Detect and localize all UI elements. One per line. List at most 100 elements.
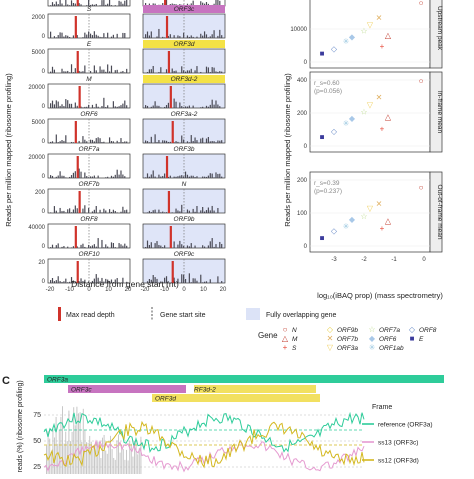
legend-label: E bbox=[419, 336, 424, 343]
read-bar bbox=[160, 245, 162, 248]
read-bar bbox=[124, 0, 126, 7]
read-bar bbox=[88, 244, 90, 248]
read-bar bbox=[61, 281, 63, 283]
frame-legend-title: Frame bbox=[372, 404, 392, 411]
read-bar bbox=[221, 71, 223, 73]
series-reference bbox=[43, 411, 365, 454]
read-bar bbox=[203, 176, 206, 178]
read-bar bbox=[97, 106, 99, 108]
coverage-bar bbox=[57, 443, 59, 474]
facet-frame bbox=[309, 71, 431, 153]
read-bar bbox=[124, 176, 126, 178]
frame-legend: Frame reference (ORF3a) ss13 (ORF3c) ss12 (… bbox=[362, 404, 433, 465]
read-bar bbox=[200, 107, 202, 108]
gene-bar-label: ORF3d bbox=[155, 396, 176, 403]
scatter-point: ◇ bbox=[331, 44, 338, 53]
read-bar bbox=[209, 104, 211, 108]
max-read-bar bbox=[167, 191, 171, 213]
panel-e: 5000 0 bbox=[32, 48, 131, 75]
max-read-bar bbox=[76, 0, 79, 6]
read-bar bbox=[72, 280, 75, 283]
read-bar bbox=[105, 210, 107, 213]
read-bar bbox=[82, 37, 84, 38]
read-bar bbox=[69, 103, 71, 108]
read-bar bbox=[219, 241, 221, 248]
read-bar bbox=[158, 174, 160, 178]
read-bar bbox=[112, 141, 114, 143]
read-bar bbox=[181, 175, 183, 178]
read-bar bbox=[217, 71, 219, 73]
scatter-point: ■ bbox=[320, 49, 325, 58]
read-bar bbox=[93, 4, 95, 6]
read-bar bbox=[89, 71, 92, 73]
gene-legend-item-n: ○ N bbox=[283, 325, 297, 334]
read-bar bbox=[200, 1, 202, 7]
panel-orf9c bbox=[142, 258, 226, 284]
coverage-bar bbox=[122, 449, 124, 474]
read-bar bbox=[164, 212, 166, 213]
read-bar bbox=[108, 280, 111, 283]
read-bar bbox=[84, 32, 86, 38]
gene-bar-label: ORF3c bbox=[71, 387, 92, 394]
gene-label-strip bbox=[143, 5, 225, 13]
read-bar bbox=[61, 32, 63, 38]
read-bar bbox=[70, 175, 73, 178]
read-bar bbox=[89, 4, 92, 6]
facet-strip bbox=[429, 171, 443, 253]
read-bar bbox=[152, 170, 154, 178]
read-bar bbox=[88, 208, 90, 213]
coverage-bar bbox=[63, 443, 65, 474]
panel-orf9b bbox=[142, 223, 226, 249]
read-bar bbox=[97, 277, 99, 283]
facet-label: In-frame mean bbox=[436, 91, 443, 134]
read-bar bbox=[122, 70, 124, 73]
read-bar bbox=[70, 277, 73, 283]
y-tick: 0 bbox=[304, 60, 308, 66]
read-bar bbox=[217, 35, 219, 38]
read-bar bbox=[209, 141, 211, 143]
read-bar bbox=[152, 65, 154, 73]
read-bar bbox=[196, 36, 198, 38]
coverage-bar bbox=[97, 441, 99, 474]
panel-n bbox=[142, 188, 226, 214]
read-bar bbox=[167, 282, 170, 283]
read-bar bbox=[65, 35, 67, 38]
read-bar bbox=[175, 101, 177, 108]
gene-bar-orf3d: ORF3d bbox=[152, 394, 320, 403]
x-tick: -3 bbox=[331, 257, 337, 263]
facet-2: Out-of-frame mean 200 100 0 r_s=0.39(p=0.237… bbox=[297, 171, 443, 253]
read-bar bbox=[101, 106, 103, 108]
read-bar bbox=[69, 208, 71, 213]
read-bar bbox=[110, 211, 113, 213]
p-value: (p=0.056) bbox=[314, 88, 342, 95]
gene-bar-label: ORF3a bbox=[47, 377, 68, 384]
read-bar bbox=[57, 175, 59, 178]
read-bar bbox=[114, 247, 116, 248]
gene-bar-label: ORF3d-2 bbox=[189, 387, 216, 394]
coverage-bar bbox=[98, 441, 100, 474]
read-bar bbox=[59, 281, 61, 283]
coverage-bar bbox=[65, 431, 67, 474]
read-bar bbox=[188, 176, 190, 178]
y-tick: 0 bbox=[304, 244, 308, 250]
facet-frame bbox=[309, 0, 431, 69]
read-bar bbox=[88, 104, 90, 108]
read-bar bbox=[154, 101, 156, 108]
read-bar bbox=[154, 243, 156, 248]
read-bar bbox=[65, 0, 67, 6]
gene-label-text: ORF3a-2 bbox=[171, 111, 198, 118]
gene-label-orf7b: ORF7b bbox=[79, 181, 100, 188]
read-bar bbox=[126, 68, 128, 73]
legend-label: ORF7a bbox=[379, 327, 400, 334]
read-bar bbox=[99, 66, 101, 73]
read-bar bbox=[76, 35, 78, 38]
read-bar bbox=[95, 138, 97, 143]
read-bar bbox=[169, 34, 171, 38]
y-tick-top: 20000 bbox=[28, 85, 45, 91]
read-bar bbox=[148, 3, 151, 6]
read-bar bbox=[156, 241, 158, 248]
read-bar bbox=[65, 99, 67, 108]
read-bar bbox=[120, 138, 122, 143]
read-bar bbox=[82, 107, 84, 108]
legend-marker: ○ bbox=[283, 325, 288, 334]
